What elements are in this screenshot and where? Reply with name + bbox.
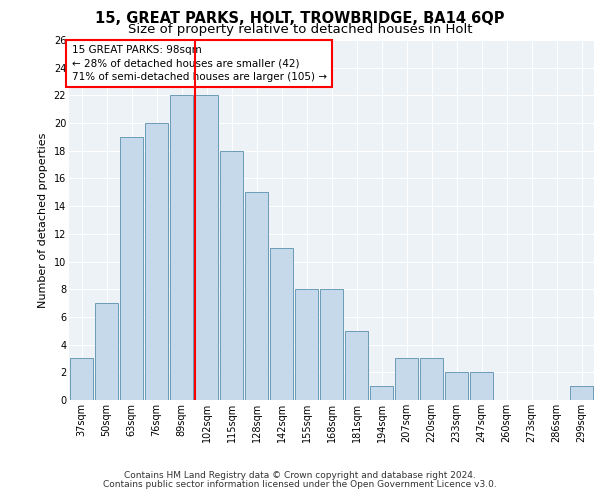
Bar (95, 303, 118, 400)
Bar (170, 96, 193, 400)
Bar (70, 358, 93, 400)
Text: Contains HM Land Registry data © Crown copyright and database right 2024.: Contains HM Land Registry data © Crown c… (124, 471, 476, 480)
Y-axis label: Number of detached properties: Number of detached properties (38, 132, 48, 308)
Bar (420, 358, 443, 400)
Bar (245, 192, 268, 400)
Bar (470, 372, 493, 400)
Bar (445, 372, 468, 400)
Bar (295, 289, 318, 400)
Text: Size of property relative to detached houses in Holt: Size of property relative to detached ho… (128, 22, 472, 36)
Text: 15 GREAT PARKS: 98sqm
← 28% of detached houses are smaller (42)
71% of semi-deta: 15 GREAT PARKS: 98sqm ← 28% of detached … (71, 46, 326, 82)
Bar (270, 248, 293, 400)
Bar (220, 151, 243, 400)
Bar (120, 137, 143, 400)
Text: Contains public sector information licensed under the Open Government Licence v3: Contains public sector information licen… (103, 480, 497, 489)
Bar (195, 96, 218, 400)
Bar (145, 123, 168, 400)
Bar (570, 386, 593, 400)
Bar (395, 358, 418, 400)
Bar (345, 331, 368, 400)
Text: 15, GREAT PARKS, HOLT, TROWBRIDGE, BA14 6QP: 15, GREAT PARKS, HOLT, TROWBRIDGE, BA14 … (95, 11, 505, 26)
Bar (370, 386, 393, 400)
Bar (320, 289, 343, 400)
